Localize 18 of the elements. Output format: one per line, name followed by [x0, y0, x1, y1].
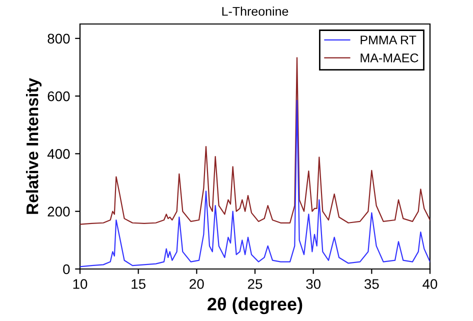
y-tick-label: 200	[48, 206, 70, 217]
x-tick-label: 35	[364, 279, 379, 289]
line-series	[80, 100, 430, 268]
y-axis-title: Relative Intensity	[26, 78, 42, 214]
x-tick-label: 20	[190, 279, 204, 289]
y-tick-label: 0	[63, 264, 70, 274]
y-tick-label: 800	[48, 34, 70, 44]
x-tick-label: 10	[73, 279, 88, 289]
chart-title: L-Threonine	[222, 6, 288, 16]
y-tick-label: 600	[48, 91, 70, 102]
y-tick-label: 400	[47, 149, 70, 159]
x-axis-title: 2θ (degree)	[208, 297, 302, 314]
x-tick-label: 15	[132, 279, 146, 289]
legend-label: PMMA RT	[360, 36, 416, 44]
x-tick-label: 30	[306, 279, 321, 289]
legend-label: MA-MAEC	[360, 53, 418, 62]
x-tick-label: 25	[248, 279, 262, 289]
x-tick-label: 40	[422, 279, 438, 289]
